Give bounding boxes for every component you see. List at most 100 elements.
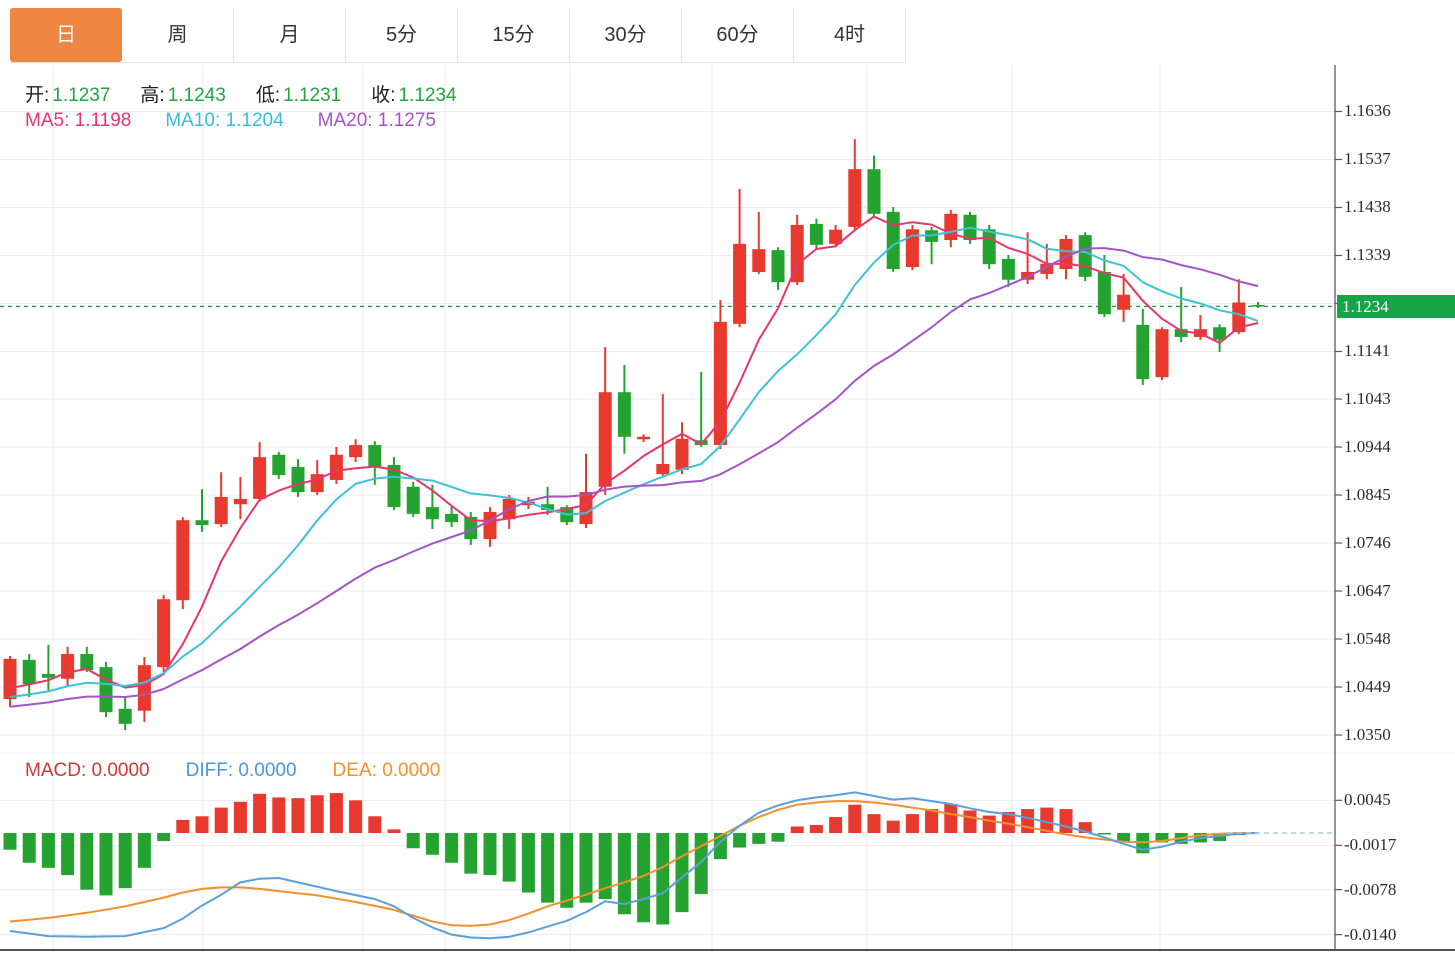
- candle: [1213, 327, 1227, 340]
- close-readout: 收: 1.1234: [371, 85, 457, 106]
- candle: [99, 667, 113, 713]
- macd-bar: [771, 833, 785, 842]
- tab-5min[interactable]: 5分: [346, 8, 458, 62]
- candles: [3, 139, 1265, 731]
- macd-bar: [617, 833, 631, 915]
- ma5-readout: MA5: 1.1198: [25, 110, 132, 131]
- candle: [349, 445, 363, 458]
- ma-line-ma5: [9, 215, 1259, 690]
- candle: [541, 504, 555, 511]
- candle: [790, 224, 804, 283]
- macd-bar: [483, 833, 497, 876]
- price-axis-label: 1.1339: [1344, 245, 1391, 265]
- macd-bar: [214, 807, 228, 833]
- candle: [1001, 258, 1015, 280]
- tab-15min[interactable]: 15分: [458, 8, 570, 62]
- price-axis-label: 1.0746: [1344, 533, 1391, 552]
- candle: [598, 392, 612, 487]
- macd-bar: [848, 804, 862, 833]
- candle: [867, 169, 881, 214]
- tab-4hour[interactable]: 4时: [794, 8, 906, 62]
- macd-bar: [1059, 809, 1073, 833]
- macd-bar: [790, 826, 804, 833]
- price-axis-label: 1.0548: [1344, 629, 1391, 648]
- macd-bar: [291, 798, 305, 833]
- macd-bar: [1001, 811, 1015, 833]
- price-axis-label: 1.1636: [1344, 101, 1391, 121]
- candle: [291, 466, 305, 493]
- candle: [675, 438, 689, 470]
- ma-line-ma20: [9, 247, 1259, 708]
- candle: [1174, 329, 1188, 337]
- macd-bar: [829, 817, 843, 833]
- macd-bar: [157, 833, 171, 841]
- axes: [0, 65, 1455, 951]
- macd-bar: [41, 833, 55, 868]
- macd-bar: [867, 814, 881, 833]
- macd-bar: [80, 833, 94, 890]
- ma20-readout: MA20: 1.1275: [317, 110, 436, 131]
- candle: [483, 511, 497, 540]
- candle: [253, 457, 267, 499]
- macd-bar: [1213, 833, 1227, 841]
- macd-bar: [425, 833, 439, 855]
- macd-bar: [310, 795, 324, 833]
- macd-bar: [195, 816, 209, 833]
- macd-axis-label: -0.0017: [1344, 835, 1397, 855]
- macd-bar: [502, 833, 516, 882]
- price-axis-label: 1.0944: [1344, 437, 1391, 456]
- macd-value-readout: MACD: 0.0000: [25, 760, 150, 781]
- price-axis-label: 1.0647: [1344, 581, 1391, 600]
- candle: [406, 486, 420, 514]
- macd-bar: [349, 800, 363, 833]
- candle: [387, 464, 401, 508]
- tab-week[interactable]: 周: [122, 8, 234, 62]
- candle: [579, 492, 593, 525]
- tab-month[interactable]: 月: [234, 8, 346, 62]
- last-price-tag: 1.1234: [1337, 294, 1455, 318]
- candle: [3, 658, 17, 700]
- price-panel: [0, 139, 1335, 731]
- price-axis-label: 1.0845: [1344, 485, 1391, 504]
- ma10-readout: MA10: 1.1204: [165, 110, 284, 131]
- candle: [809, 223, 823, 245]
- candle: [982, 229, 996, 265]
- candle: [1136, 324, 1150, 380]
- macd-bar: [118, 833, 132, 889]
- tab-60min[interactable]: 60分: [682, 8, 794, 62]
- ma-line-ma10: [9, 226, 1259, 699]
- candle: [694, 440, 708, 446]
- macd-bar: [752, 833, 766, 844]
- candle: [1040, 263, 1054, 274]
- macd-bar: [560, 833, 574, 908]
- candle: [157, 599, 171, 668]
- dea-line: [9, 800, 1258, 927]
- open-readout: 开: 1.1237: [25, 85, 111, 106]
- candle: [368, 445, 382, 467]
- candle: [195, 520, 209, 526]
- price-axis-label: 1.0350: [1344, 725, 1391, 744]
- price-axis-label: 1.1438: [1344, 197, 1391, 217]
- macd-bar: [3, 833, 17, 850]
- macd-bar: [944, 803, 958, 833]
- candle: [1078, 235, 1092, 277]
- candle: [1059, 238, 1073, 270]
- macd-bar: [137, 833, 151, 868]
- low-readout: 低: 1.1231: [255, 85, 342, 106]
- tab-30min[interactable]: 30分: [570, 8, 682, 62]
- tab-day[interactable]: 日: [10, 8, 122, 62]
- macd-bar: [176, 819, 190, 833]
- macd-bar: [809, 825, 823, 833]
- macd-bar: [22, 833, 36, 863]
- candle: [752, 249, 766, 272]
- candle: [848, 169, 862, 227]
- price-axis-label: 1.1043: [1344, 389, 1391, 408]
- macd-axis-label: -0.0140: [1344, 924, 1397, 944]
- macd-bar: [905, 814, 919, 833]
- period-tabbar: 日 周 月 5分 15分 30分 60分 4时: [10, 8, 906, 63]
- macd-bar: [1078, 822, 1092, 833]
- macd-bar: [579, 833, 593, 903]
- dea-value-readout: DEA: 0.0000: [332, 760, 441, 781]
- macd-bar: [598, 833, 612, 900]
